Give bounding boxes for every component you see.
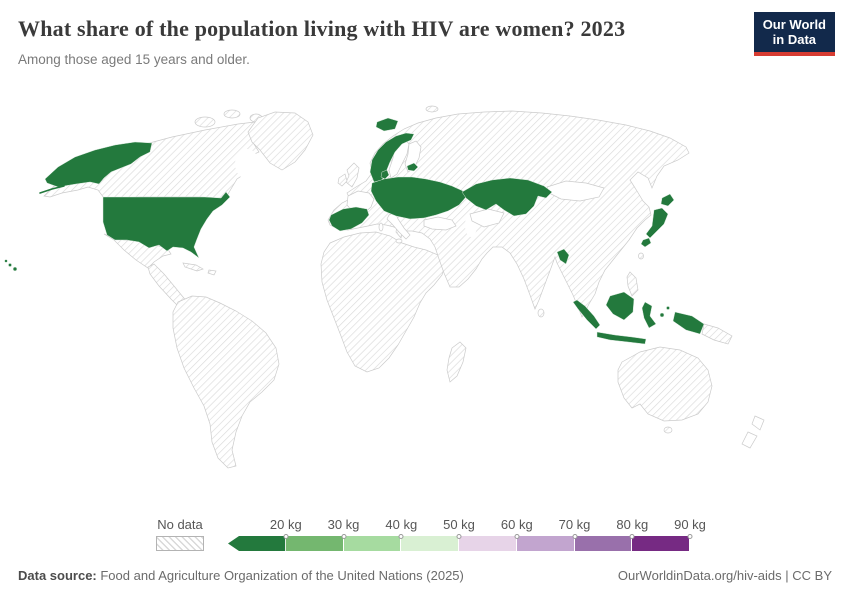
map-region-sardinia[interactable] <box>378 222 384 232</box>
owid-url-license[interactable]: OurWorldinData.org/hiv-aids | CC BY <box>617 568 832 583</box>
legend-tick-marker <box>398 533 404 539</box>
map-region-philippines[interactable] <box>626 271 639 297</box>
legend-tick-marker <box>687 533 693 539</box>
map-region-greenland[interactable] <box>247 111 314 171</box>
map-region-new-zealand-north[interactable] <box>751 415 765 431</box>
map-region-united-states[interactable] <box>102 191 231 259</box>
legend-tick-70kg: 70 kg <box>558 517 591 532</box>
map-region-arctic-island[interactable] <box>223 109 241 119</box>
map-region-ireland[interactable] <box>337 173 348 187</box>
owid-logo[interactable]: Our World in Data <box>753 12 835 56</box>
map-region-kazakhstan[interactable] <box>461 177 553 217</box>
map-region-japan-hokkaido[interactable] <box>660 193 675 207</box>
map-region-arctic-island[interactable] <box>194 116 216 128</box>
map-region-hawaii[interactable] <box>4 259 8 263</box>
map-region-tasmania[interactable] <box>663 426 673 434</box>
map-region-new-zealand-south[interactable] <box>741 431 758 449</box>
map-region-indonesia-moluccas[interactable] <box>659 312 665 318</box>
legend-colorbar <box>228 536 690 551</box>
legend-tick-marker <box>456 533 462 539</box>
map-region-hawaii[interactable] <box>8 263 12 267</box>
map-region-mongolia[interactable] <box>546 180 605 202</box>
legend-tick-20kg: 20 kg <box>269 517 302 532</box>
legend-segment-50-60kg[interactable] <box>459 536 517 551</box>
map-region-turkey[interactable] <box>423 216 457 231</box>
data-source-label: Data source: <box>18 568 97 583</box>
map-region-indonesia-java[interactable] <box>596 331 647 345</box>
map-region-central-europe[interactable] <box>370 176 467 220</box>
owid-logo-line2: in Data <box>772 31 817 47</box>
legend-tick-marker <box>341 533 346 539</box>
map-region-spain[interactable] <box>328 206 370 232</box>
map-region-indonesia-moluccas[interactable] <box>666 306 670 310</box>
legend-segment-under-20kg[interactable] <box>228 536 286 551</box>
legend-segment-20-30kg[interactable] <box>285 536 344 551</box>
legend-segment-80-90kg[interactable] <box>632 536 690 551</box>
legend-tick-80kg: 80 kg <box>616 517 649 532</box>
map-region-alaska[interactable] <box>44 141 153 188</box>
map-region-hawaii[interactable] <box>12 266 18 272</box>
map-region-australia[interactable] <box>617 346 713 422</box>
map-region-indonesia-sulawesi[interactable] <box>641 301 657 329</box>
map-region-indonesia-west-papua[interactable] <box>672 311 705 335</box>
map-region-africa[interactable] <box>320 231 447 373</box>
legend-tick-marker <box>514 533 520 539</box>
legend-segment-30-40kg[interactable] <box>343 536 402 551</box>
map-region-cuba[interactable] <box>182 262 204 272</box>
legend-tick-60kg: 60 kg <box>500 517 533 532</box>
no-data-label: No data <box>157 517 203 532</box>
map-region-indonesia-sumatra[interactable] <box>572 299 601 330</box>
map-region-aleutian-islands[interactable] <box>39 185 65 194</box>
legend-segment-70-80kg[interactable] <box>574 536 633 551</box>
map-region-hispaniola[interactable] <box>207 269 217 276</box>
map-region-sicily[interactable] <box>395 238 403 244</box>
no-data-swatch[interactable] <box>156 536 204 551</box>
page-title: What share of the population living with… <box>18 16 626 41</box>
map-region-united-kingdom[interactable] <box>345 162 360 188</box>
map-region-japan-kyushu[interactable] <box>640 237 652 248</box>
map-region-papua-new-guinea[interactable] <box>701 323 733 345</box>
data-source-text: Food and Agriculture Organization of the… <box>96 568 464 583</box>
map-legend: No data 20 kg 30 kg 40 kg 50 kg 60 kg 70… <box>0 514 850 556</box>
map-region-madagascar[interactable] <box>446 341 467 383</box>
map-region-eurasia[interactable] <box>327 110 690 318</box>
hudson-bay <box>235 149 259 179</box>
map-region-latvia[interactable] <box>406 162 419 172</box>
legend-tick-40kg: 40 kg <box>385 517 418 532</box>
legend-segment-40-50kg[interactable] <box>401 536 459 551</box>
map-region-denmark[interactable] <box>380 169 390 180</box>
legend-tick-marker <box>283 533 289 539</box>
legend-segment-60-70kg[interactable] <box>516 536 575 551</box>
map-region-south-america[interactable] <box>172 295 280 469</box>
legend-tick-marker <box>572 533 577 539</box>
owid-logo-line1: Our World <box>762 17 826 32</box>
map-region-japan-honshu[interactable] <box>645 207 669 239</box>
data-source: Data source: Food and Agriculture Organi… <box>18 568 464 583</box>
legend-tick-30kg: 30 kg <box>327 517 360 532</box>
map-region-bangladesh[interactable] <box>556 248 570 265</box>
page-subtitle: Among those aged 15 years and older. <box>18 52 250 67</box>
legend-tick-50kg: 50 kg <box>443 517 475 532</box>
map-region-sri-lanka[interactable] <box>537 308 545 318</box>
legend-tick-marker <box>629 533 635 539</box>
map-region-indonesia-borneo[interactable] <box>605 291 635 321</box>
legend-tick-90kg: 90 kg <box>674 517 706 532</box>
map-region-svalbard[interactable] <box>425 105 439 113</box>
map-region-taiwan[interactable] <box>638 252 644 260</box>
map-region-iceland[interactable] <box>375 117 399 132</box>
